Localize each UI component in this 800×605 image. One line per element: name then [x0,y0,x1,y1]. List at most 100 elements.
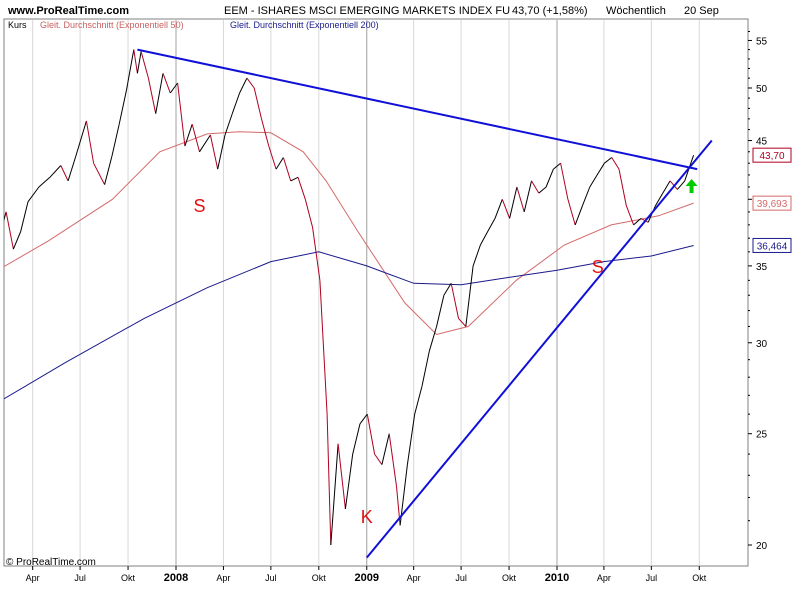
price-segment [421,351,430,387]
price-segment [381,433,390,465]
price-segment [450,283,459,319]
price-segment [523,180,532,213]
price-segment [330,443,339,546]
price-segment [85,120,95,164]
price-segment [472,244,481,267]
price-segment [246,77,255,89]
y-tick-label: 30 [756,339,768,350]
price-segment [516,186,525,213]
price-segment [147,77,157,114]
resistance-trendline [137,48,698,171]
price-segment [494,199,503,219]
buy-arrow-icon [685,178,698,193]
price-change: 43,70 (+1,58%) [512,5,588,17]
price-segment [27,186,40,203]
price-segment [406,414,416,465]
price-segment [49,165,62,178]
chart-title: EEM - ISHARES MSCI EMERGING MARKETS INDE… [224,5,510,17]
price-segment [118,89,127,125]
price-segment [326,414,332,546]
price-segment [662,180,671,194]
price-segment [677,180,686,190]
price-segment [538,186,547,194]
last-value-box [752,237,792,253]
price-segment [60,165,69,182]
price-segment [366,414,376,455]
y-tick-label: 20 [756,541,768,552]
price-segment [479,231,489,246]
y-tick-label: 25 [756,430,768,441]
x-tick-label: Apr [216,573,230,583]
price-segment [319,280,328,415]
price-segment [618,169,627,206]
price-segment [67,157,76,182]
price-segment [436,295,445,327]
x-axis: Apr Jul Okt 2008 Apr Jul Okt 2009 Apr Jul Okt 2010 A… [26,566,707,584]
price-segment [655,192,664,206]
price-segment [625,205,635,226]
price-segment [531,180,540,194]
price-segment [344,454,354,509]
trendlines [137,48,713,559]
price-segment [239,77,248,94]
y-tick-label: 50 [756,84,768,95]
price-segment [136,51,142,74]
x-tick-label: Okt [692,573,707,583]
x-tick-label: 2009 [355,572,379,584]
price-segment [169,82,179,94]
price-segment [443,283,452,296]
x-tick-label: Okt [121,573,136,583]
price-segment [74,120,87,158]
x-tick-label: Apr [26,573,40,583]
y-tick-label: 45 [756,137,768,148]
price-segment [388,433,397,487]
x-tick-label: 2008 [164,572,188,584]
x-tick-label: 2010 [545,572,569,584]
x-tick-label: Apr [597,573,611,583]
legend-ema50: Gleit. Durchschnitt (Exponentiell 50) [40,20,184,30]
price-segment [553,162,561,170]
price-segment [633,218,642,226]
price-segment [582,186,591,206]
price-segment [428,326,438,352]
last-value-labels: 43,70 39,693 36,464 [752,147,792,253]
legend-kurs: Kurs [8,20,27,30]
ema200-line [4,245,694,400]
price-segment [191,124,200,152]
price-segment [275,157,284,170]
price-segment [560,163,569,200]
price-segment [465,265,474,327]
price-segment [268,145,277,170]
price-segment [596,162,605,176]
last-value-label: 36,464 [757,241,788,252]
x-tick-label: Okt [312,573,327,583]
price-segment [184,124,193,147]
price-segment [611,157,620,170]
x-tick-label: Apr [407,573,421,583]
price-segment [414,386,423,415]
price-segment [224,113,233,136]
price-segment [20,201,29,232]
price-segment [374,453,383,465]
price-segment [155,73,164,114]
x-tick-label: Jul [74,573,86,583]
price-segment [38,176,51,188]
price-segment [104,156,113,185]
price-segment [5,211,14,250]
y-tick-label: 55 [756,36,768,47]
price-segment [297,177,306,200]
price-segment [574,205,583,226]
price-segment [261,118,270,147]
price-segment [458,318,467,327]
site-name: www.ProRealTime.com [7,5,129,17]
price-segment [133,49,138,74]
x-tick-label: Jul [265,573,277,583]
price-segment [312,227,321,281]
price-segment [217,134,226,170]
last-value-box [752,195,792,211]
price-segment [12,231,22,250]
grid-lines [32,20,700,566]
y-axis: 2025303540455055 [748,30,768,552]
last-value-label: 39,693 [757,199,788,210]
x-tick-label: Jul [455,573,467,583]
